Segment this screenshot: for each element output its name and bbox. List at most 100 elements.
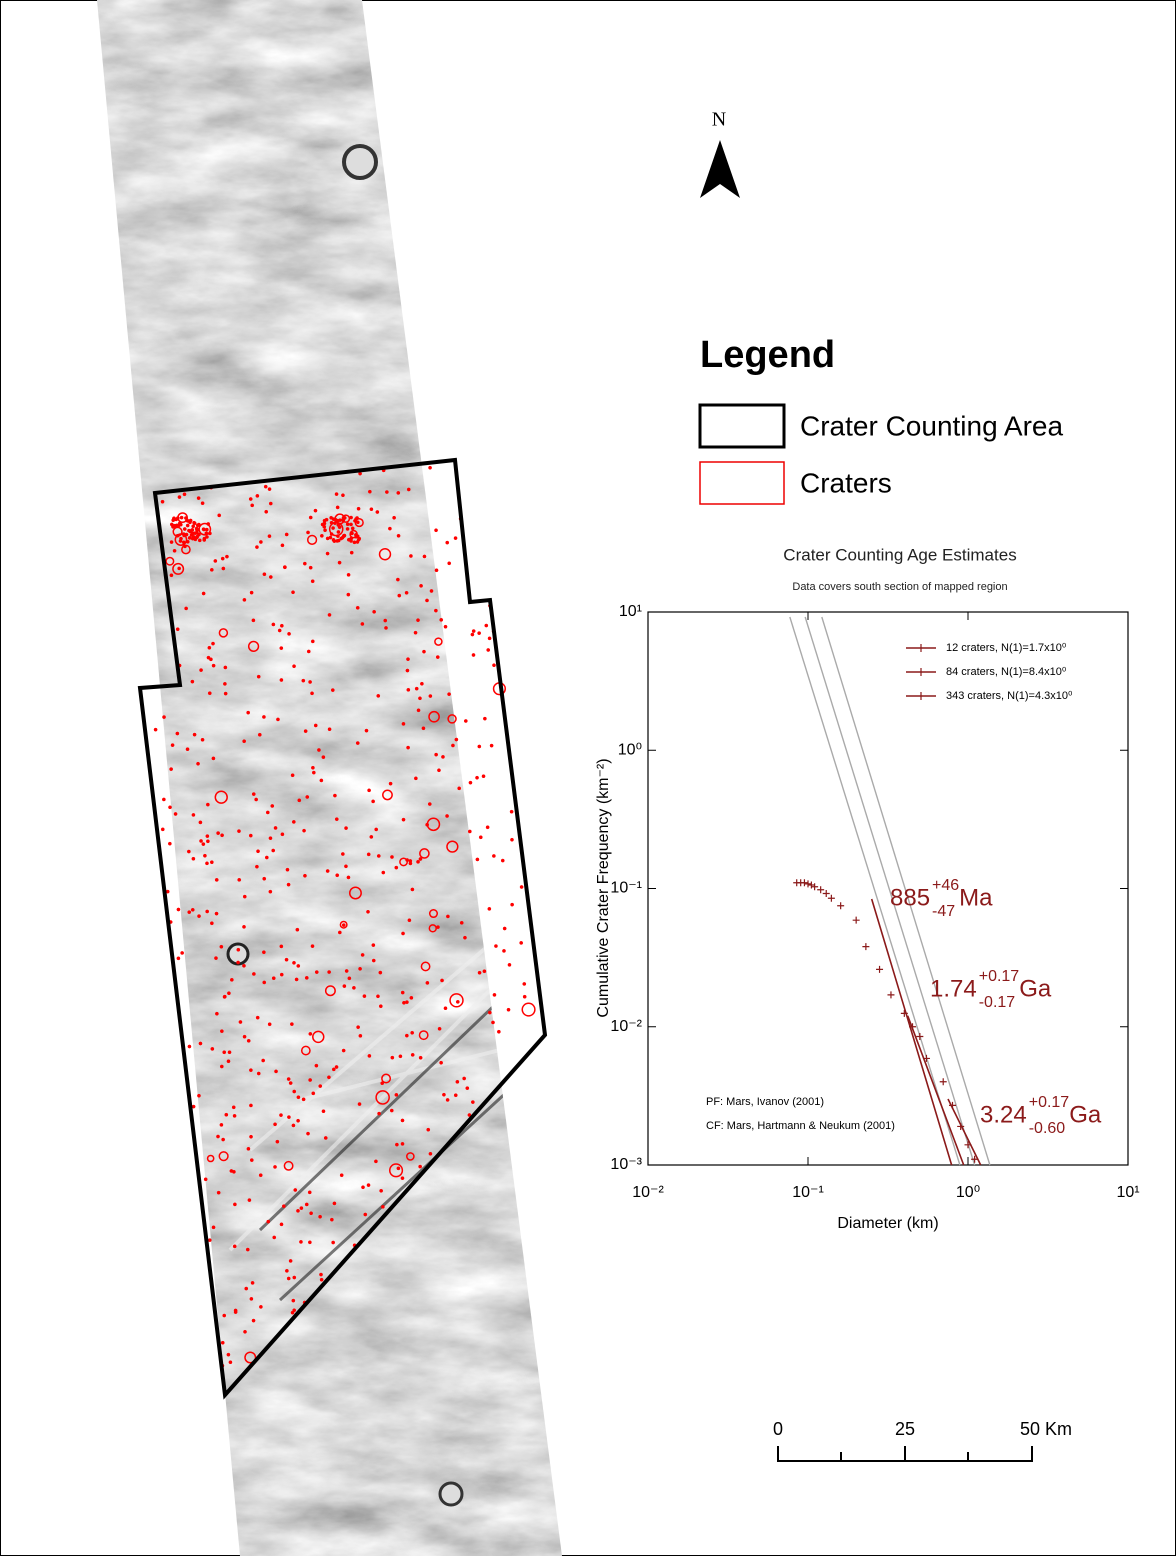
crater-marker [175,524,178,527]
crater-marker [251,1281,254,1284]
crater-marker [320,779,323,782]
crater-marker [174,812,177,815]
crater-marker [197,1094,200,1097]
crater-marker [223,1314,226,1317]
crater-marker [154,728,157,731]
age-plus: +0.17 [1029,1094,1070,1111]
age-value: 1.74 [930,975,977,1002]
crater-marker [170,574,173,577]
scale-label: 25 [895,1419,915,1439]
crater-marker [178,495,181,498]
crater-marker [333,522,336,525]
crater-marker [282,1205,285,1208]
map-page: N Legend Crater Counting Area Craters Cr… [0,0,1176,1556]
crater-marker [285,958,288,961]
crater-marker [215,1012,218,1015]
crater-marker [411,1053,414,1056]
crater-marker [510,838,513,841]
crater-marker [181,951,184,954]
crater-marker [402,1001,405,1004]
crater-marker [419,1165,422,1168]
crater-marker [220,1065,223,1068]
crater-marker [206,835,209,838]
crater-marker [405,591,408,594]
crater-marker [255,798,258,801]
crater-marker [333,540,336,543]
crater-marker [188,1045,191,1048]
crater-marker [475,776,478,779]
crater-marker [420,682,423,685]
crater-marker [268,535,271,538]
crater-marker [220,1123,223,1126]
crater-marker [303,562,306,565]
crater-marker [357,1026,360,1029]
crater-marker [335,1065,338,1068]
crater-marker [195,536,198,539]
crater-marker [338,931,341,934]
crater-marker [375,828,378,831]
chart-title: Crater Counting Age Estimates [783,545,1016,564]
crater-marker [281,833,284,836]
crater-marker [463,936,466,939]
crater-marker [332,1068,335,1071]
crater-marker [279,1114,282,1117]
crater-marker [376,510,379,513]
crater-marker [236,961,239,964]
x-tick-label: 10⁻² [632,1184,664,1201]
crater-marker [314,509,317,512]
crater-marker [183,493,186,496]
crater-marker [285,533,288,536]
crater-marker [483,970,486,973]
crater-marker [293,1090,296,1093]
note: PF: Mars, Ivanov (2001) [706,1096,824,1108]
crater-marker [212,664,215,667]
crater-marker [487,648,490,651]
crater-marker [321,523,324,526]
crater-marker [183,545,186,548]
crater-marker [488,637,491,640]
crater-marker [227,992,230,995]
y-tick-label: 10¹ [619,603,642,620]
crater-marker [356,606,359,609]
crater-marker [215,878,218,881]
crater-marker [347,593,350,596]
crater-marker [478,632,481,635]
crater-marker [456,1080,459,1083]
x-tick-label: 10¹ [1116,1184,1139,1201]
crater-marker [274,1070,277,1073]
crater-marker [419,584,422,587]
crater-marker [232,1106,235,1109]
crater-marker [249,1104,252,1107]
crater-marker [250,1297,253,1300]
crater-marker [351,527,354,530]
crater-marker [503,927,506,930]
crater-marker [451,744,454,747]
age-plus: +46 [932,877,959,894]
crater-marker [419,1056,422,1059]
crater-marker [162,798,165,801]
crater-marker [249,1135,252,1138]
crater-marker [338,519,341,522]
crater-marker [262,951,265,954]
crater-marker [285,1269,288,1272]
crater-marker [197,497,200,500]
crater-marker [429,1152,432,1155]
crater-marker [222,567,225,570]
crater-marker [188,536,191,539]
crater-marker [390,1109,393,1112]
crater-marker [272,977,275,980]
legend-entry: 343 craters, N(1)=4.3x10⁰ [946,690,1073,702]
crater-marker [311,640,314,643]
crater-marker [364,1213,367,1216]
crater-marker [372,800,375,803]
crater-marker [259,1174,262,1177]
crater-marker [447,693,450,696]
crater-marker [416,860,419,863]
crater-marker [223,1051,226,1054]
crater-marker [520,941,523,944]
crater-marker [201,502,204,505]
crater-marker [367,789,370,792]
crater-marker [458,787,461,790]
x-tick-label: 10⁻¹ [792,1184,824,1201]
crater-marker [230,978,233,981]
